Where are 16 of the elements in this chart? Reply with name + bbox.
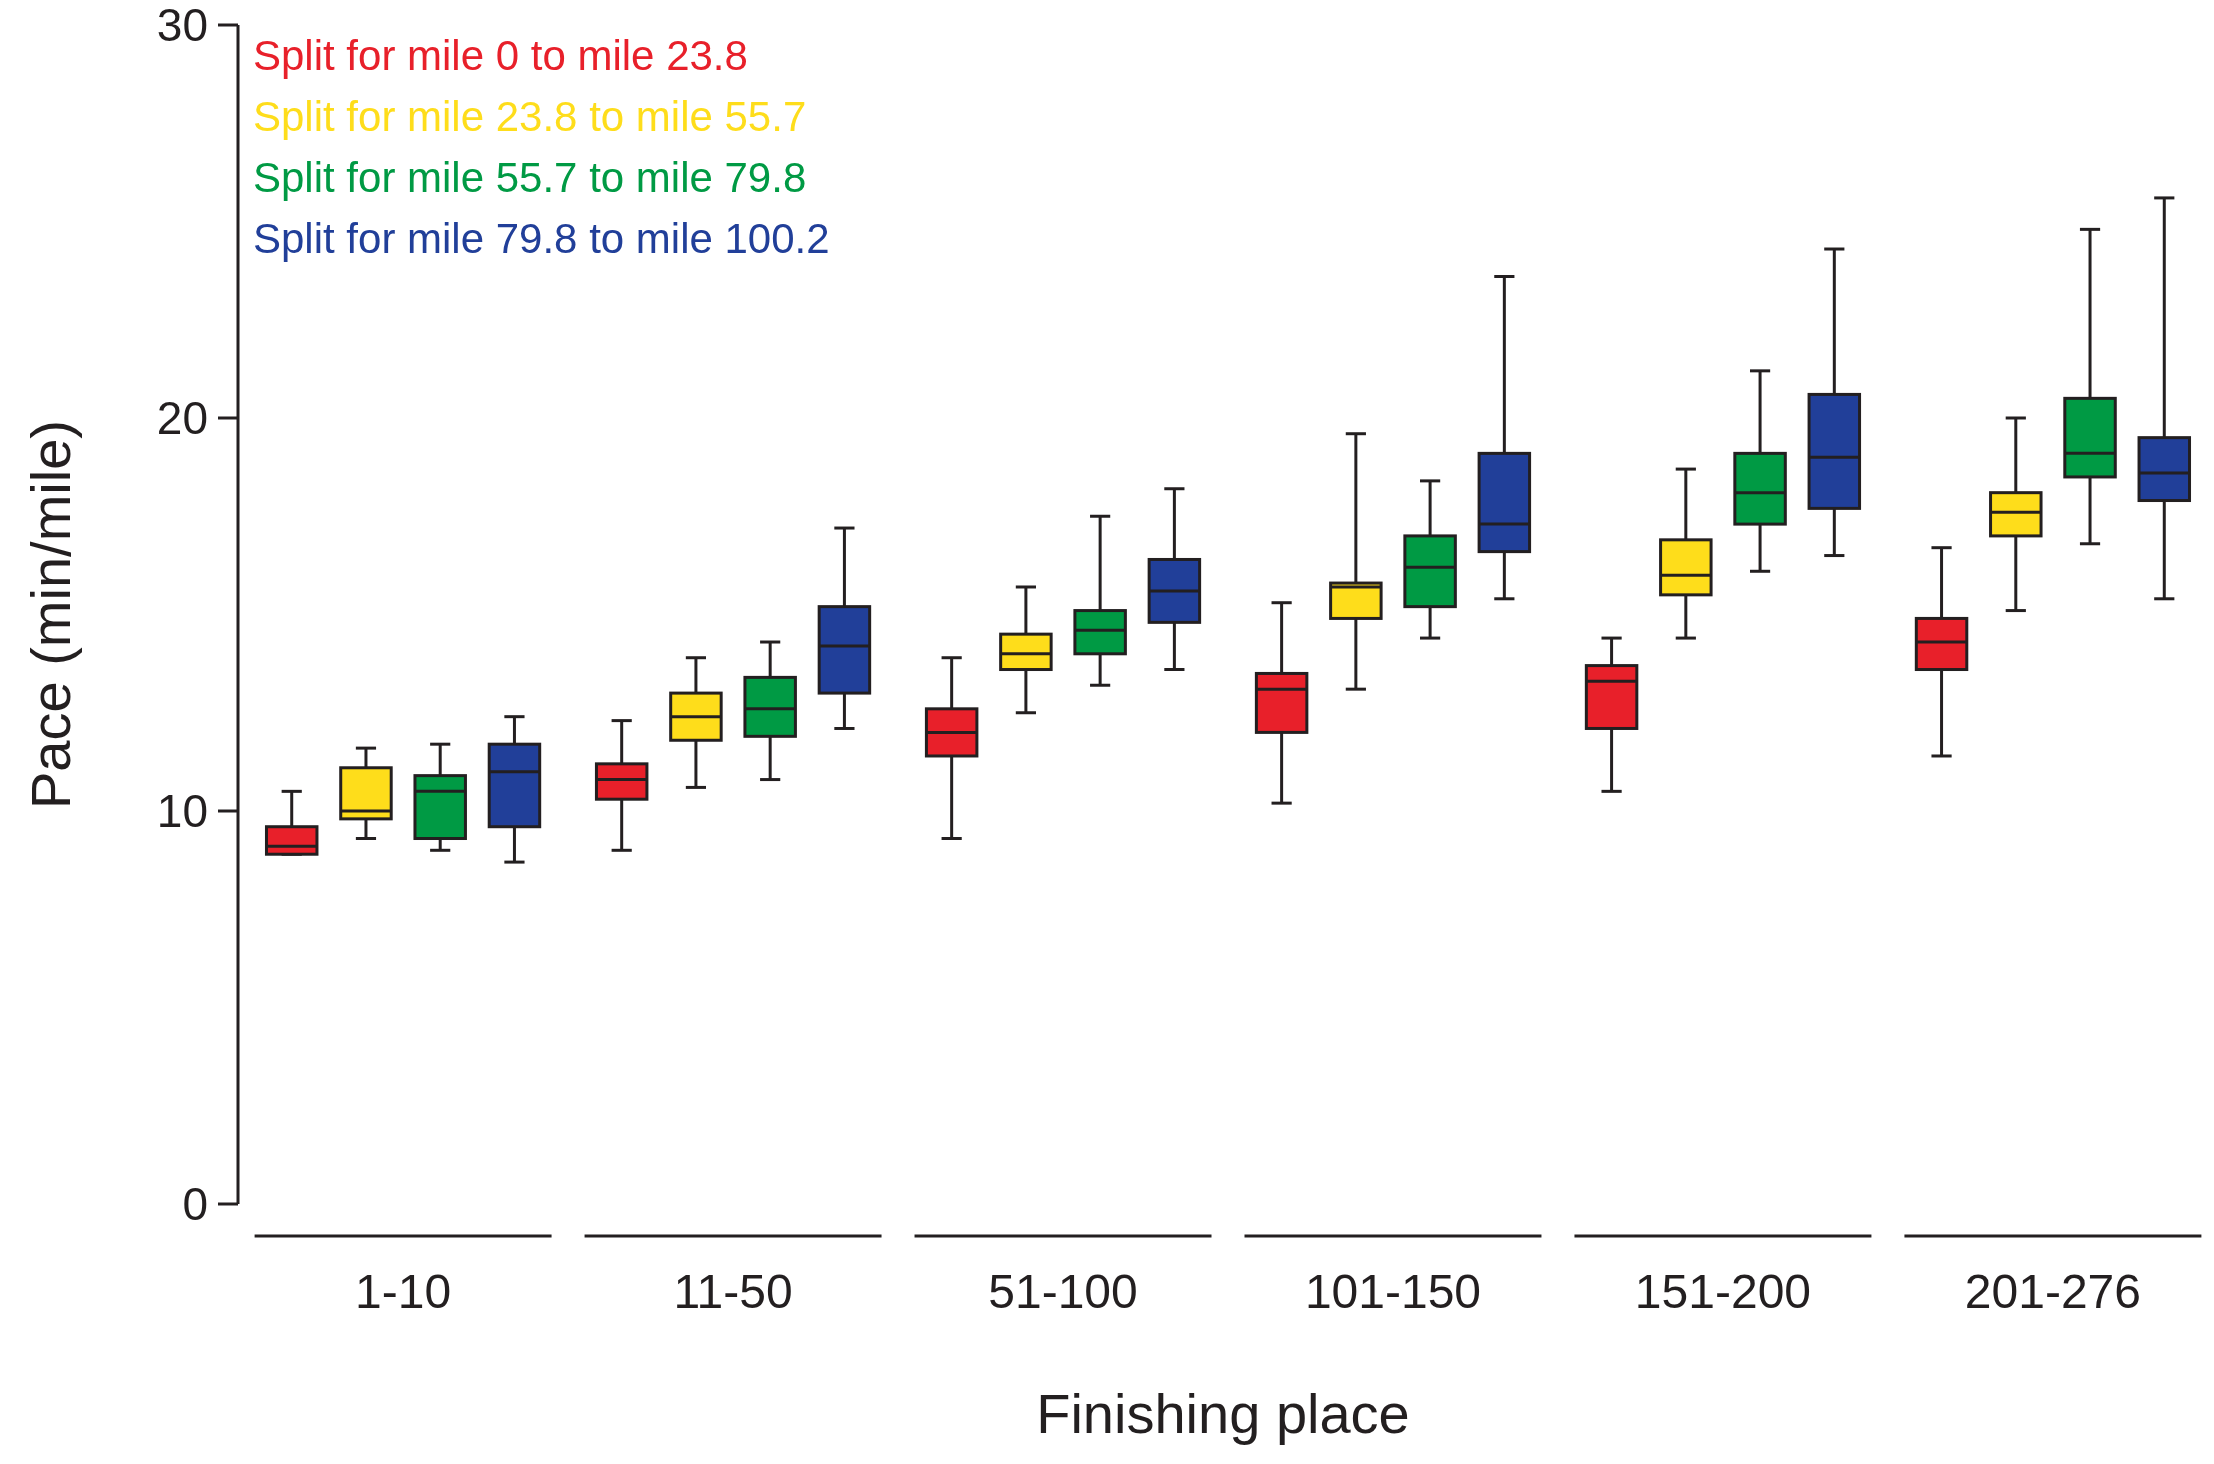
x-tick-label: 101-150 — [1304, 1265, 1482, 1318]
x-tick-label: 11-50 — [673, 1265, 793, 1318]
x-axis-title: Finishing place — [1036, 1382, 1410, 1445]
y-tick-label: 0 — [182, 1178, 208, 1231]
x-tick-label: 151-200 — [1634, 1265, 1812, 1318]
y-tick-label: 20 — [156, 392, 208, 445]
x-tick-label: 1-10 — [355, 1265, 452, 1318]
y-tick-label: 10 — [156, 785, 208, 838]
text: Split for mile 55.7 to mile 79.8 — [253, 153, 807, 201]
y-axis-title: Pace (min/mile) — [19, 420, 82, 809]
x-tick-label: 51-100 — [988, 1265, 1138, 1318]
legend-label: Split for mile 0 to mile 23.8 — [253, 31, 748, 79]
x-tick-label: 201-276 — [1964, 1265, 2141, 1318]
y-tick-label: 30 — [156, 0, 208, 52]
text: Split for mile 23.8 to mile 55.7 — [253, 92, 807, 140]
text: Split for mile 79.8 to mile 100.2 — [253, 214, 830, 262]
